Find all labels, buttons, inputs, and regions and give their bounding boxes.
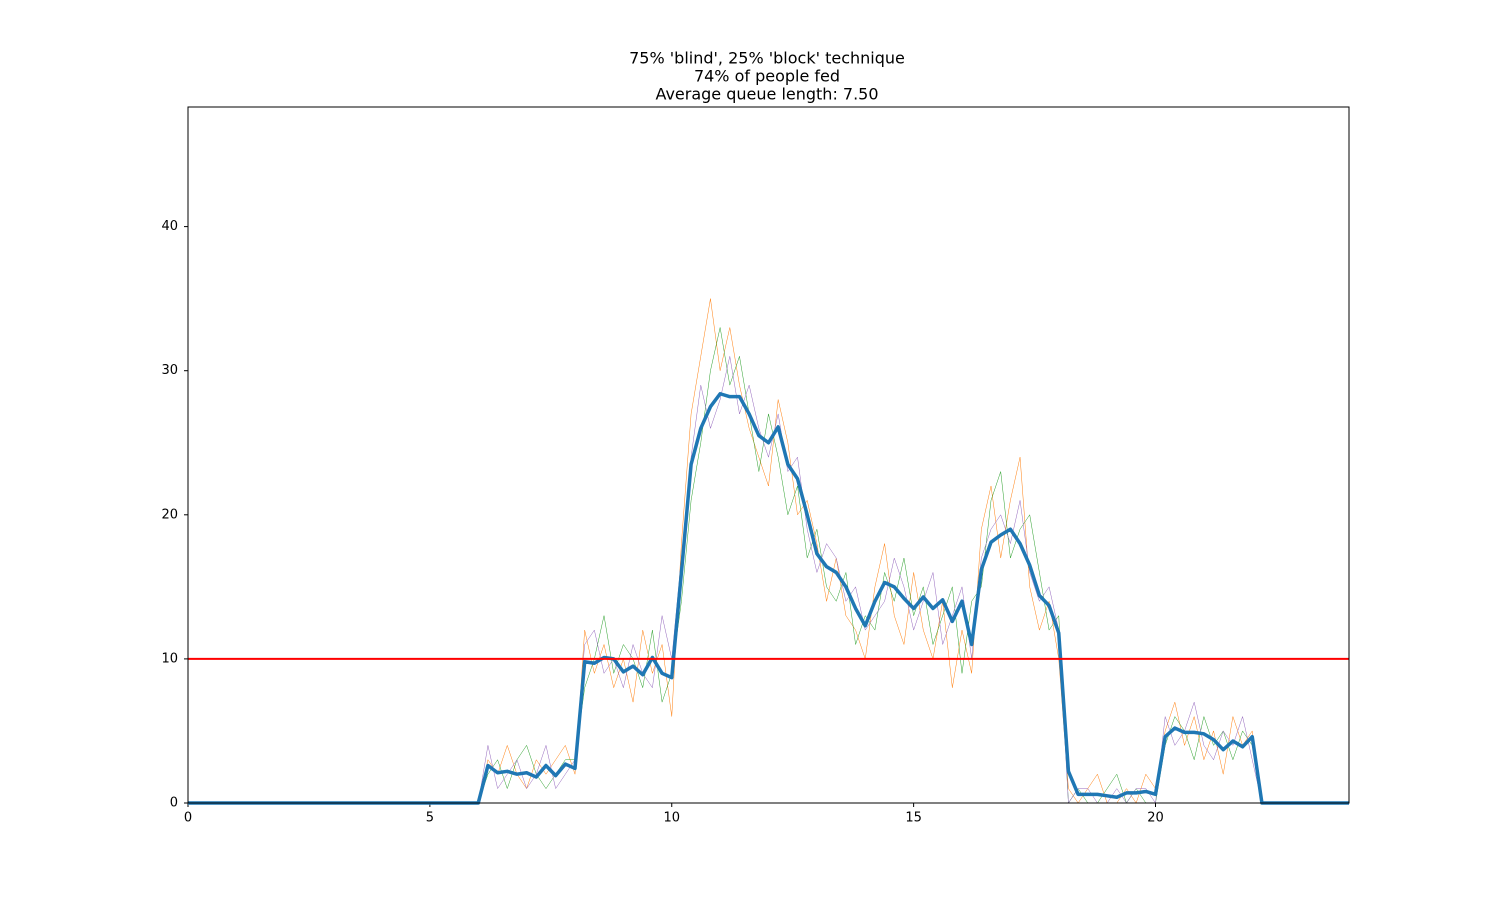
series-line <box>188 392 1349 805</box>
x-tick-label: 15 <box>905 811 922 826</box>
x-tick-label: 20 <box>1147 811 1164 826</box>
y-tick-label: 0 <box>170 796 178 811</box>
plot-frame <box>187 106 1350 804</box>
chart-title: 75% 'blind', 25% 'block' technique <box>629 49 905 68</box>
chart-subtitle: Average queue length: 7.50 <box>655 85 878 104</box>
series-line <box>188 327 1349 804</box>
x-tick-label: 10 <box>663 811 680 826</box>
series-line <box>188 356 1349 804</box>
y-tick-label: 40 <box>161 219 178 234</box>
x-tick-label: 5 <box>426 811 434 826</box>
y-tick-label: 20 <box>161 507 178 522</box>
y-tick-label: 10 <box>161 651 178 666</box>
y-tick-label: 30 <box>161 363 178 378</box>
chart-subtitle: 74% of people fed <box>694 67 840 86</box>
x-tick-label: 0 <box>184 811 192 826</box>
